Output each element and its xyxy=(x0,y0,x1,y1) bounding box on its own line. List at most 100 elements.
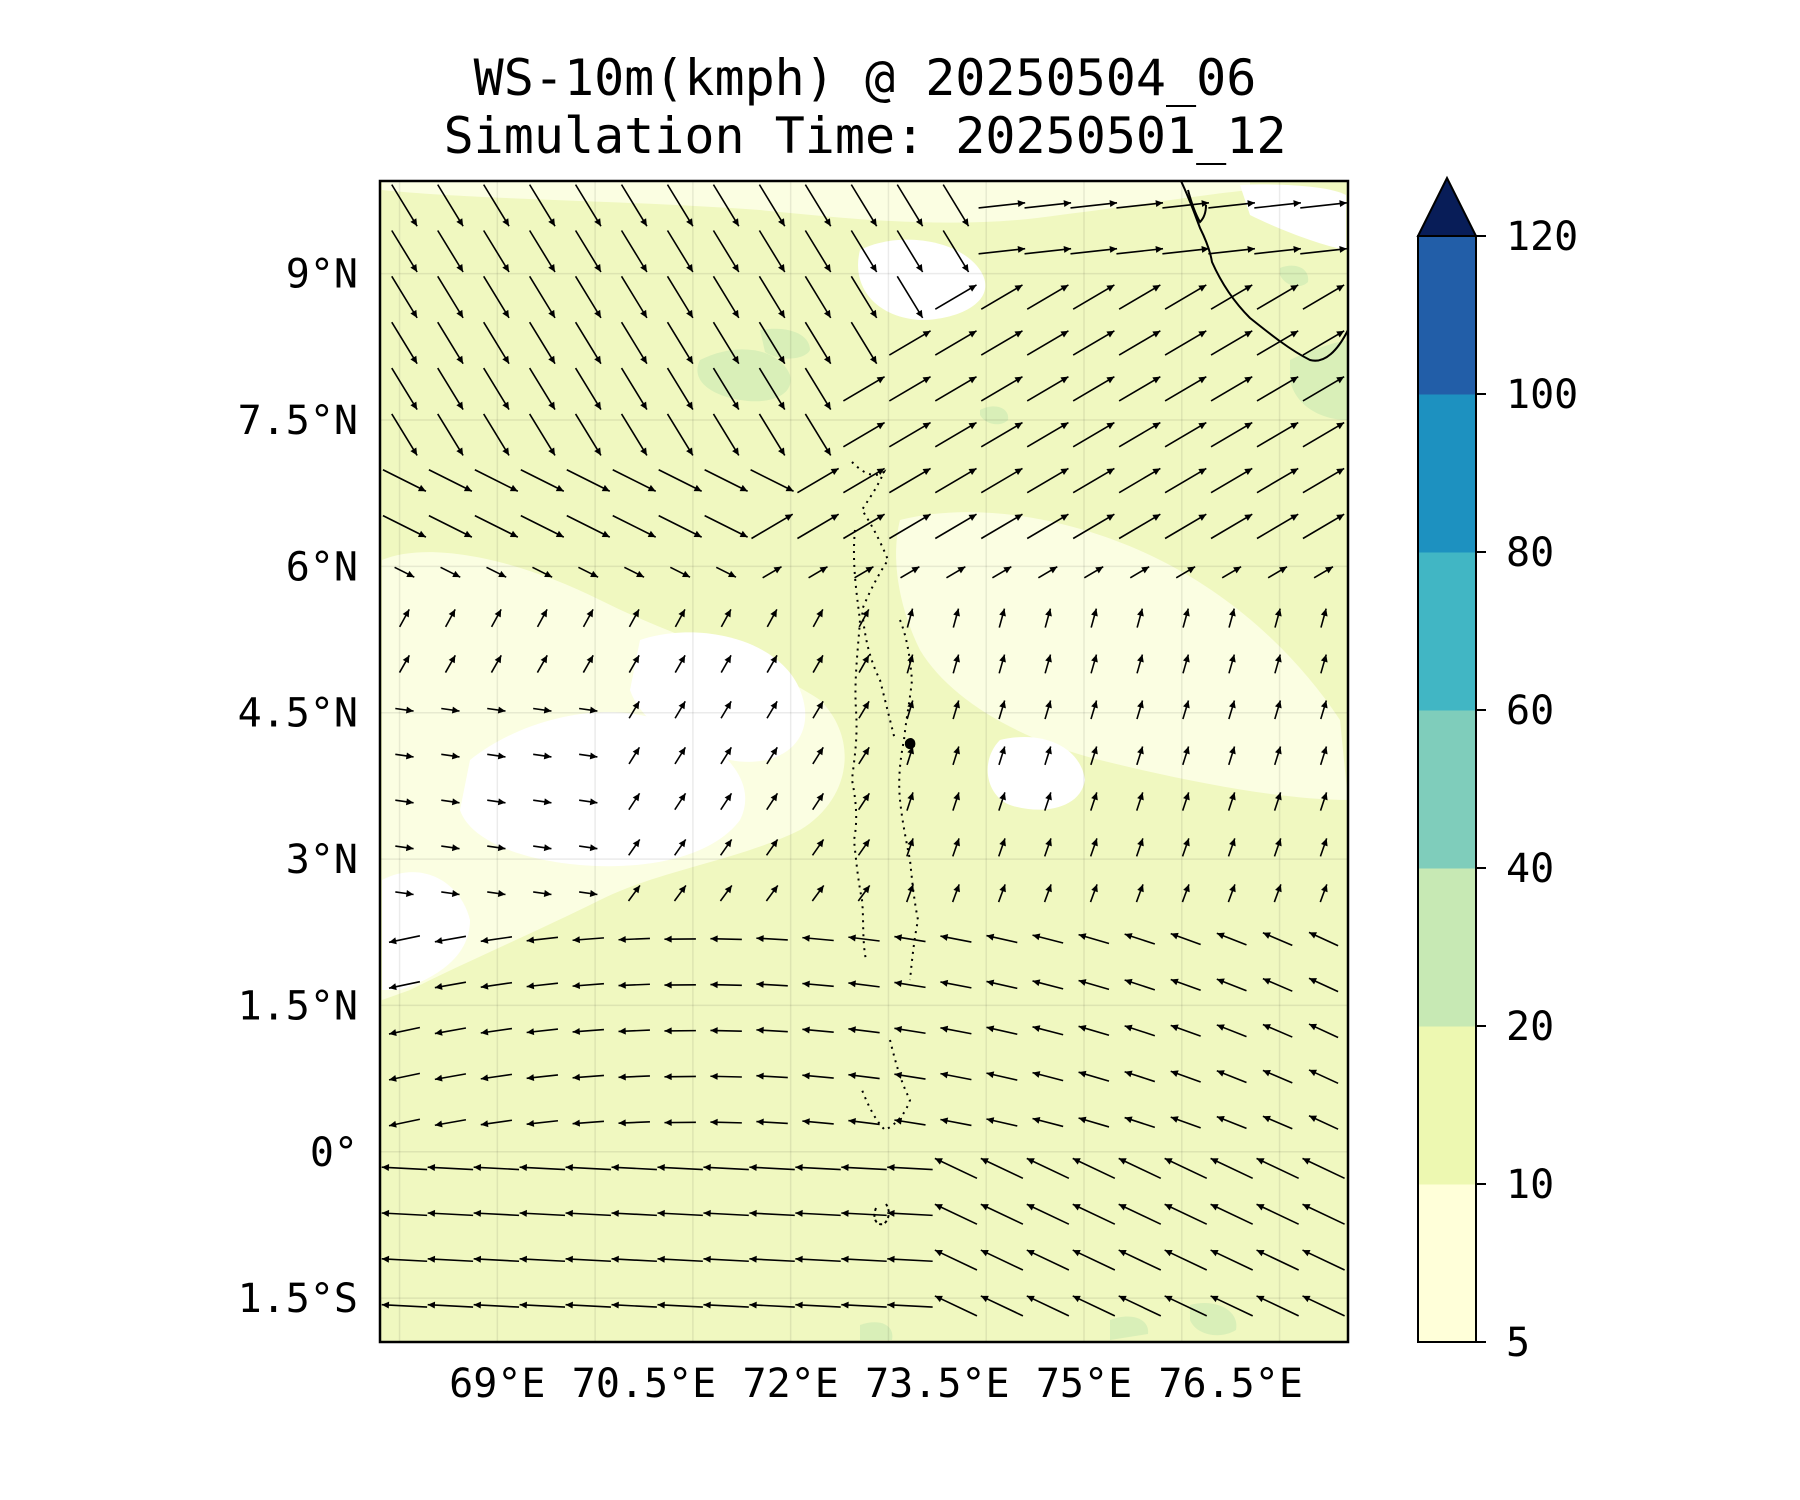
wind-vector-arrow xyxy=(857,792,871,811)
wind-vector-arrow xyxy=(934,1295,978,1317)
wind-vector-arrow xyxy=(1170,978,1201,992)
wind-vector-arrow xyxy=(804,230,832,273)
colorbar-segment xyxy=(1418,1184,1476,1343)
wind-vector-arrow xyxy=(712,321,740,365)
wind-vector-arrow xyxy=(1216,1115,1247,1130)
wind-vector-arrow xyxy=(532,566,553,578)
wind-vector-arrow xyxy=(888,421,931,448)
colorbar-tick-label: 80 xyxy=(1506,530,1554,576)
wind-vector-arrow xyxy=(528,230,556,273)
addu-atoll xyxy=(873,1203,890,1226)
wind-vector-arrow xyxy=(802,1118,834,1126)
wind-vector-arrow xyxy=(756,1026,788,1034)
wind-vector-arrow xyxy=(1032,979,1064,990)
wind-vector-arrow xyxy=(751,513,794,540)
wind-vector-arrow xyxy=(850,184,878,227)
wind-vector-arrow xyxy=(434,981,467,990)
wind-vector-arrow xyxy=(1026,1295,1070,1317)
wind-vector-arrow xyxy=(674,608,686,628)
latitude-tick-labels: 9°N 7.5°N 6°N 4.5°N 3°N 1.5°N 0° 1.5°S xyxy=(238,252,358,1322)
wind-vector-arrow xyxy=(804,413,832,456)
wind-vector-arrow xyxy=(1083,565,1104,579)
wind-vector-arrow xyxy=(952,838,960,857)
wind-vector-arrow xyxy=(841,1209,887,1217)
latitude-tick-label: 9°N xyxy=(286,252,358,298)
wind-vector-arrow xyxy=(857,838,871,856)
wind-vector-arrow xyxy=(620,184,648,227)
wind-vector-arrow xyxy=(1210,1157,1254,1180)
wind-vector-arrow xyxy=(710,935,742,943)
wind-vector-arrow xyxy=(1162,200,1210,209)
wind-vector-arrow xyxy=(528,184,556,227)
wind-vector-arrow xyxy=(802,1026,834,1034)
wind-vector-arrow xyxy=(997,884,1006,903)
wind-vector-arrow xyxy=(658,514,703,538)
wind-vector-arrow xyxy=(758,413,786,456)
wind-vector-arrow xyxy=(934,330,977,356)
wind-vector-arrow xyxy=(437,184,464,227)
wind-vector-arrow xyxy=(1164,1203,1208,1225)
wind-vector-arrow xyxy=(1026,284,1069,310)
wind-vector-arrow xyxy=(750,469,794,492)
latitude-tick-label: 3°N xyxy=(286,837,358,883)
wind-vector-arrow xyxy=(480,1073,513,1082)
wind-vector-arrow xyxy=(888,375,931,402)
wind-vector-arrow xyxy=(720,700,732,719)
wind-vector-arrow xyxy=(980,513,1023,540)
wind-vector-arrow xyxy=(1300,245,1347,255)
wind-vector-arrow xyxy=(841,1301,887,1309)
colorbar-tick-label: 5 xyxy=(1506,1320,1530,1366)
wind-vector-arrow xyxy=(703,1209,749,1217)
wind-vector-arrow xyxy=(1216,932,1247,946)
wind-vector-arrow xyxy=(480,1027,513,1036)
wind-vector-arrow xyxy=(720,608,732,628)
maldives-atolls-central xyxy=(898,619,920,981)
wind-vector-arrow xyxy=(582,608,594,628)
wind-vector-arrow xyxy=(980,1295,1024,1317)
wind-vector-arrow xyxy=(1273,792,1282,811)
wind-vector-arrow xyxy=(758,184,786,227)
wind-vector-arrow xyxy=(1078,933,1110,945)
wind-vector-arrow xyxy=(758,230,786,273)
wind-vector-arrow xyxy=(474,469,519,492)
wind-vector-arrow xyxy=(854,565,874,579)
wind-vector-arrow xyxy=(444,608,456,628)
wind-vector-arrow xyxy=(1274,700,1282,720)
wind-vector-arrow xyxy=(858,746,870,765)
wind-vector-arrow xyxy=(1164,284,1207,310)
wind-vector-arrow xyxy=(1072,284,1115,310)
wind-vector-arrow xyxy=(1164,1157,1208,1180)
wind-vector-arrow xyxy=(1300,200,1347,209)
wind-vector-arrow xyxy=(704,469,748,492)
wind-vector-arrow xyxy=(1227,838,1236,857)
wind-vector-arrow xyxy=(486,566,507,578)
wind-vector-arrow xyxy=(1273,884,1282,903)
wind-vector-arrow xyxy=(1320,700,1328,720)
wind-vector-arrow xyxy=(666,275,694,319)
colorbar-tick-label: 10 xyxy=(1506,1162,1554,1208)
wind-vector-arrow xyxy=(951,884,960,903)
wind-vector-arrow xyxy=(395,706,414,714)
wind-vector-arrow xyxy=(441,844,460,852)
wind-vector-arrow xyxy=(382,514,427,538)
wind-vector-arrow xyxy=(628,654,640,673)
wind-vector-arrow xyxy=(766,746,778,765)
wind-vector-arrow xyxy=(1090,654,1098,674)
wind-vector-arrow xyxy=(427,1164,474,1171)
wind-vector-arrow xyxy=(986,1025,1018,1036)
colorbar-segment xyxy=(1418,710,1476,869)
wind-vector-arrow xyxy=(765,838,779,856)
wind-vector-arrow xyxy=(842,513,886,540)
wind-vector-arrow xyxy=(664,1119,696,1127)
white-patch-5 xyxy=(987,736,1085,810)
map-panel[interactable] xyxy=(378,179,1350,1344)
wind-vector-arrow xyxy=(1135,792,1144,811)
wind-vector-arrow xyxy=(1216,1024,1247,1038)
wind-vector-arrow xyxy=(712,275,740,319)
wind-vector-arrow xyxy=(1026,330,1069,356)
wind-vector-arrow xyxy=(394,566,415,578)
wind-vector-arrow xyxy=(978,245,1026,255)
wind-vector-arrow xyxy=(528,321,556,365)
wind-vector-arrow xyxy=(480,936,513,944)
